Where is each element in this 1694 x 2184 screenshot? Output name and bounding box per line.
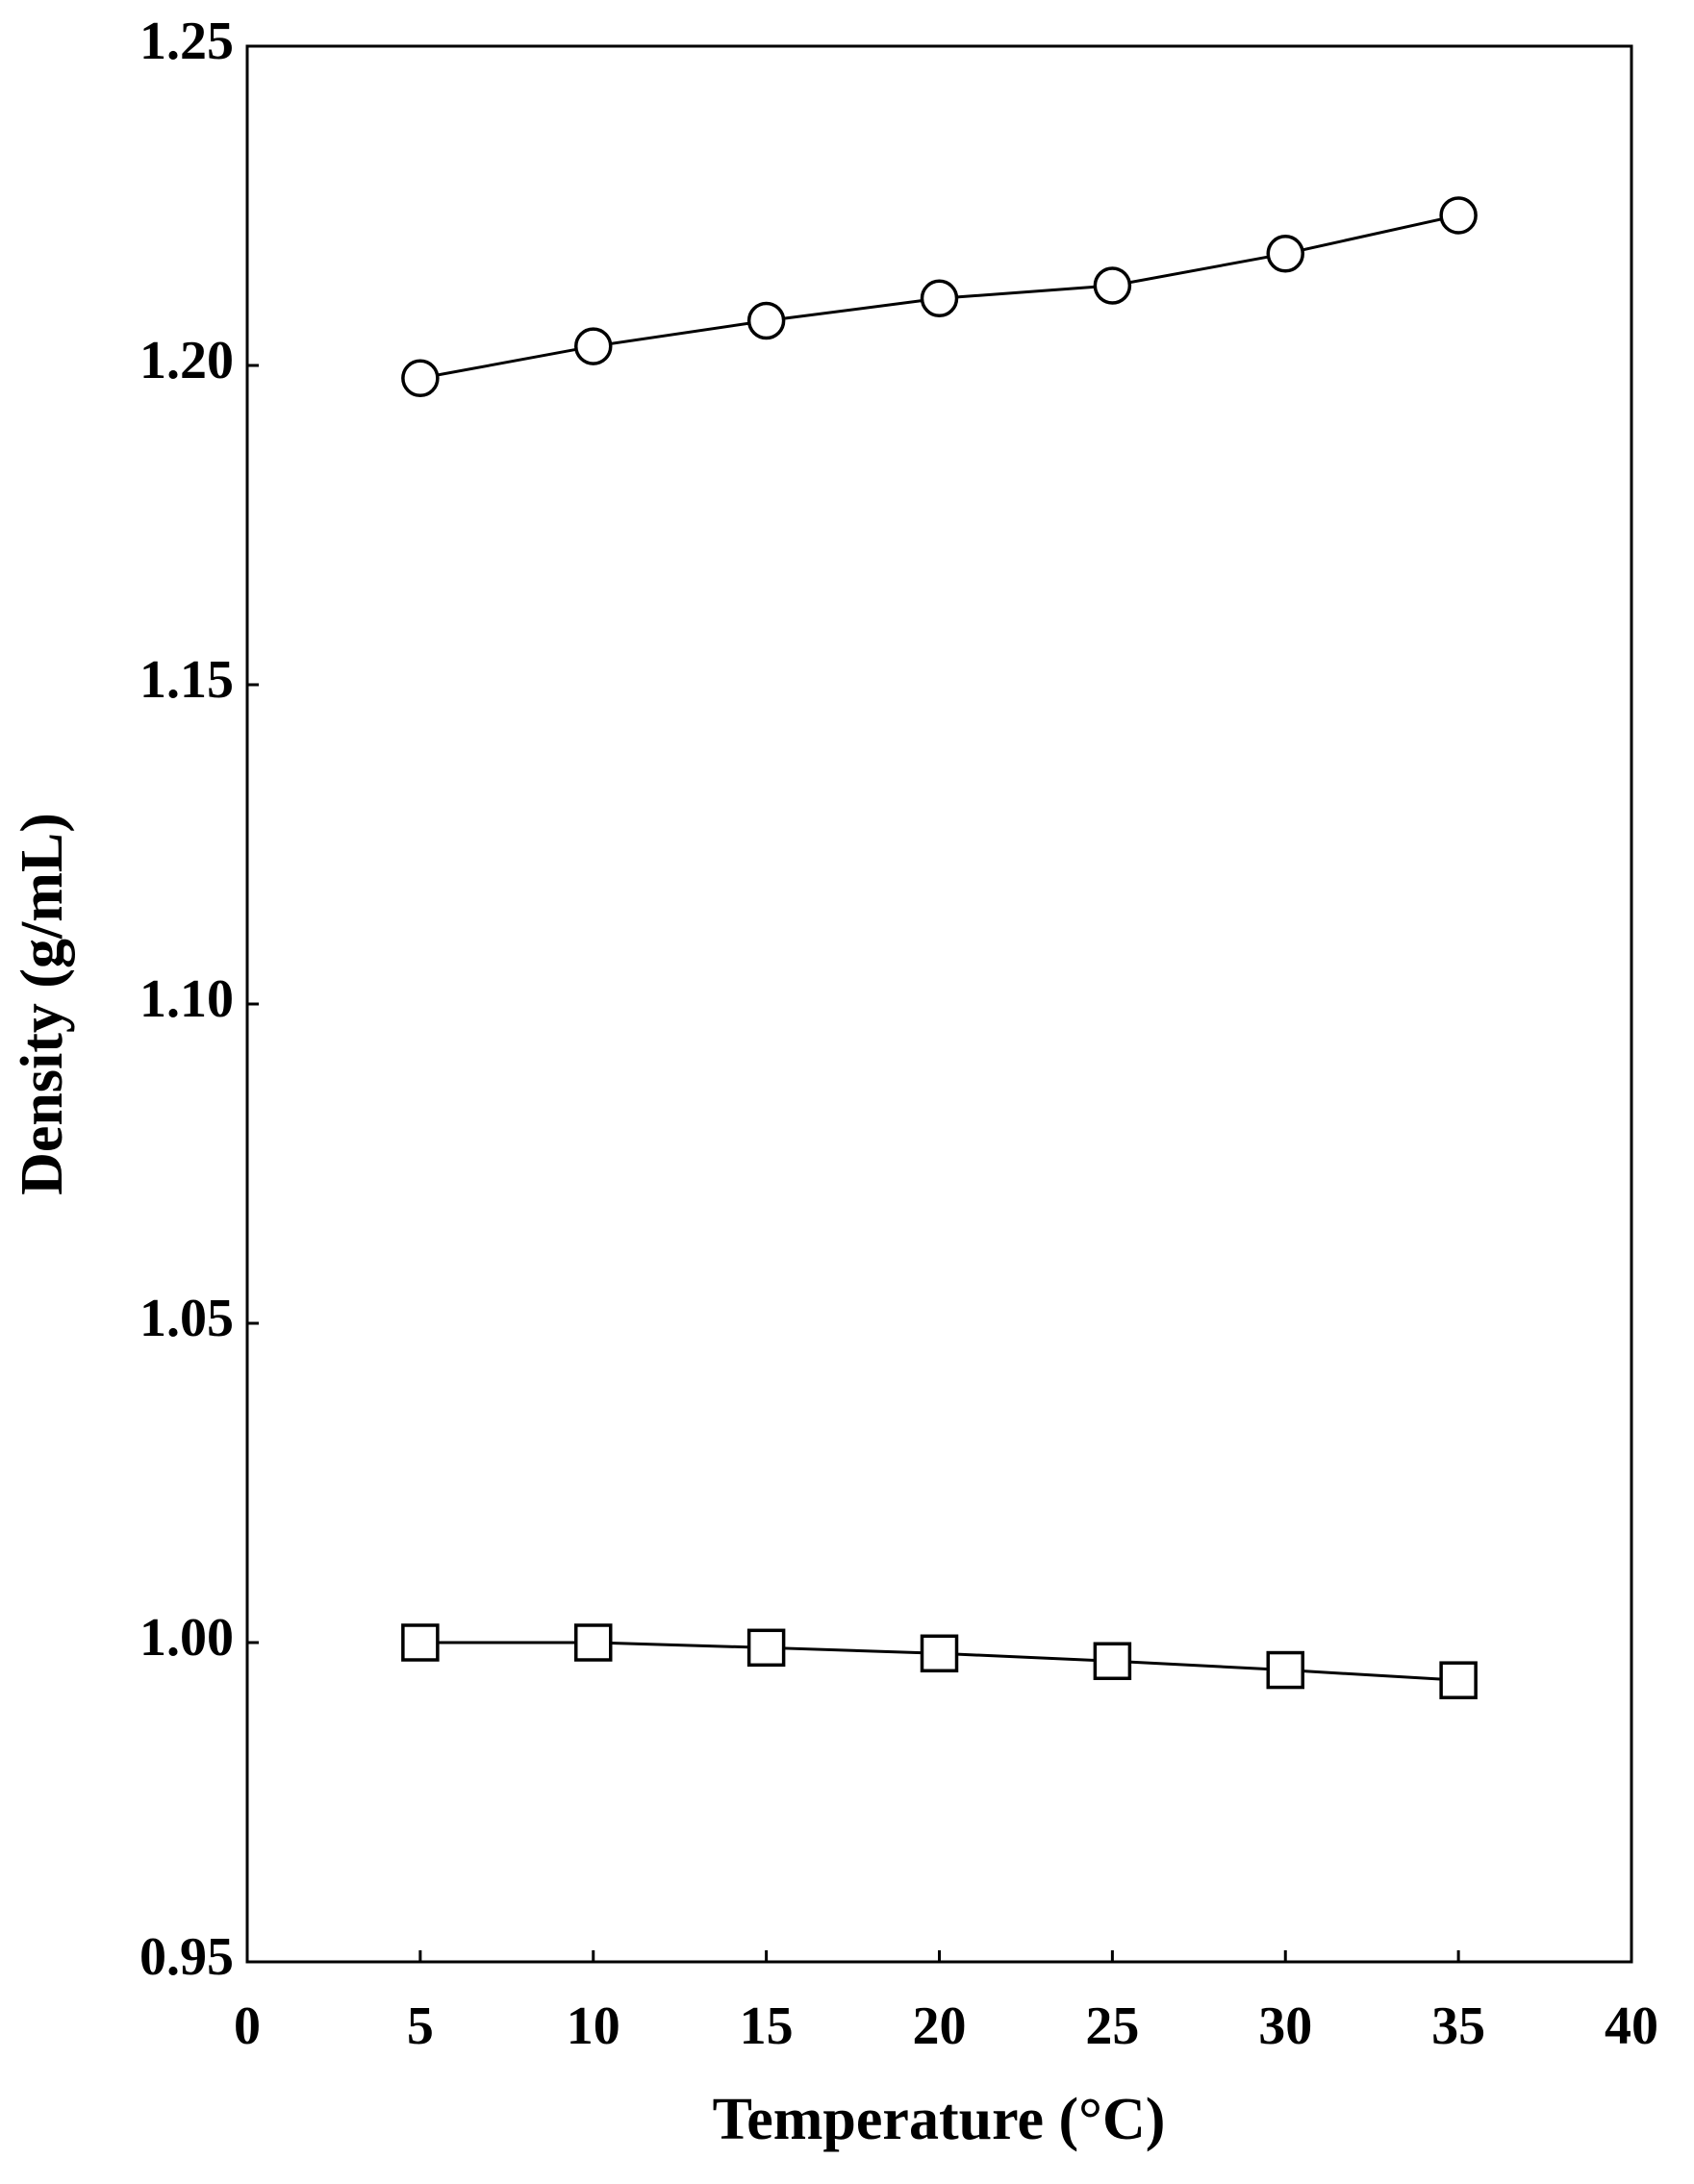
y-tick-label: 1.20 xyxy=(139,331,234,390)
marker xyxy=(401,1623,440,1662)
y-tick-label: 0.95 xyxy=(139,1927,234,1987)
x-tick-label: 25 xyxy=(1085,1996,1139,2056)
marker xyxy=(920,1634,959,1673)
x-tick-label: 35 xyxy=(1431,1996,1485,2056)
marker xyxy=(401,359,440,398)
y-tick-label: 1.10 xyxy=(139,969,234,1029)
x-tick-label: 15 xyxy=(740,1996,794,2056)
y-axis-label: Density (g/mL) xyxy=(10,813,75,1195)
marker xyxy=(1439,1661,1478,1699)
marker xyxy=(574,327,613,365)
marker xyxy=(1266,235,1304,273)
marker xyxy=(920,279,959,318)
marker xyxy=(746,301,786,340)
x-tick-label: 10 xyxy=(567,1996,620,2056)
marker xyxy=(1093,266,1132,305)
x-tick-label: 30 xyxy=(1258,1996,1312,2056)
x-tick-label: 5 xyxy=(407,1996,434,2056)
marker xyxy=(1266,1650,1304,1690)
marker xyxy=(1439,196,1478,235)
marker xyxy=(746,1628,786,1668)
plot-frame xyxy=(245,44,1633,1964)
marker xyxy=(574,1623,613,1662)
y-tick-label: 1.00 xyxy=(139,1608,234,1668)
x-tick-label: 40 xyxy=(1605,1996,1658,2056)
x-tick-label: 20 xyxy=(913,1996,967,2056)
y-tick-label: 1.05 xyxy=(139,1289,234,1348)
x-tick-label: 0 xyxy=(234,1996,261,2056)
x-axis-label: Temperature (°C) xyxy=(713,2087,1166,2152)
marker xyxy=(1093,1642,1132,1681)
y-tick-label: 1.15 xyxy=(139,650,234,710)
y-tick-label: 1.25 xyxy=(139,12,234,71)
